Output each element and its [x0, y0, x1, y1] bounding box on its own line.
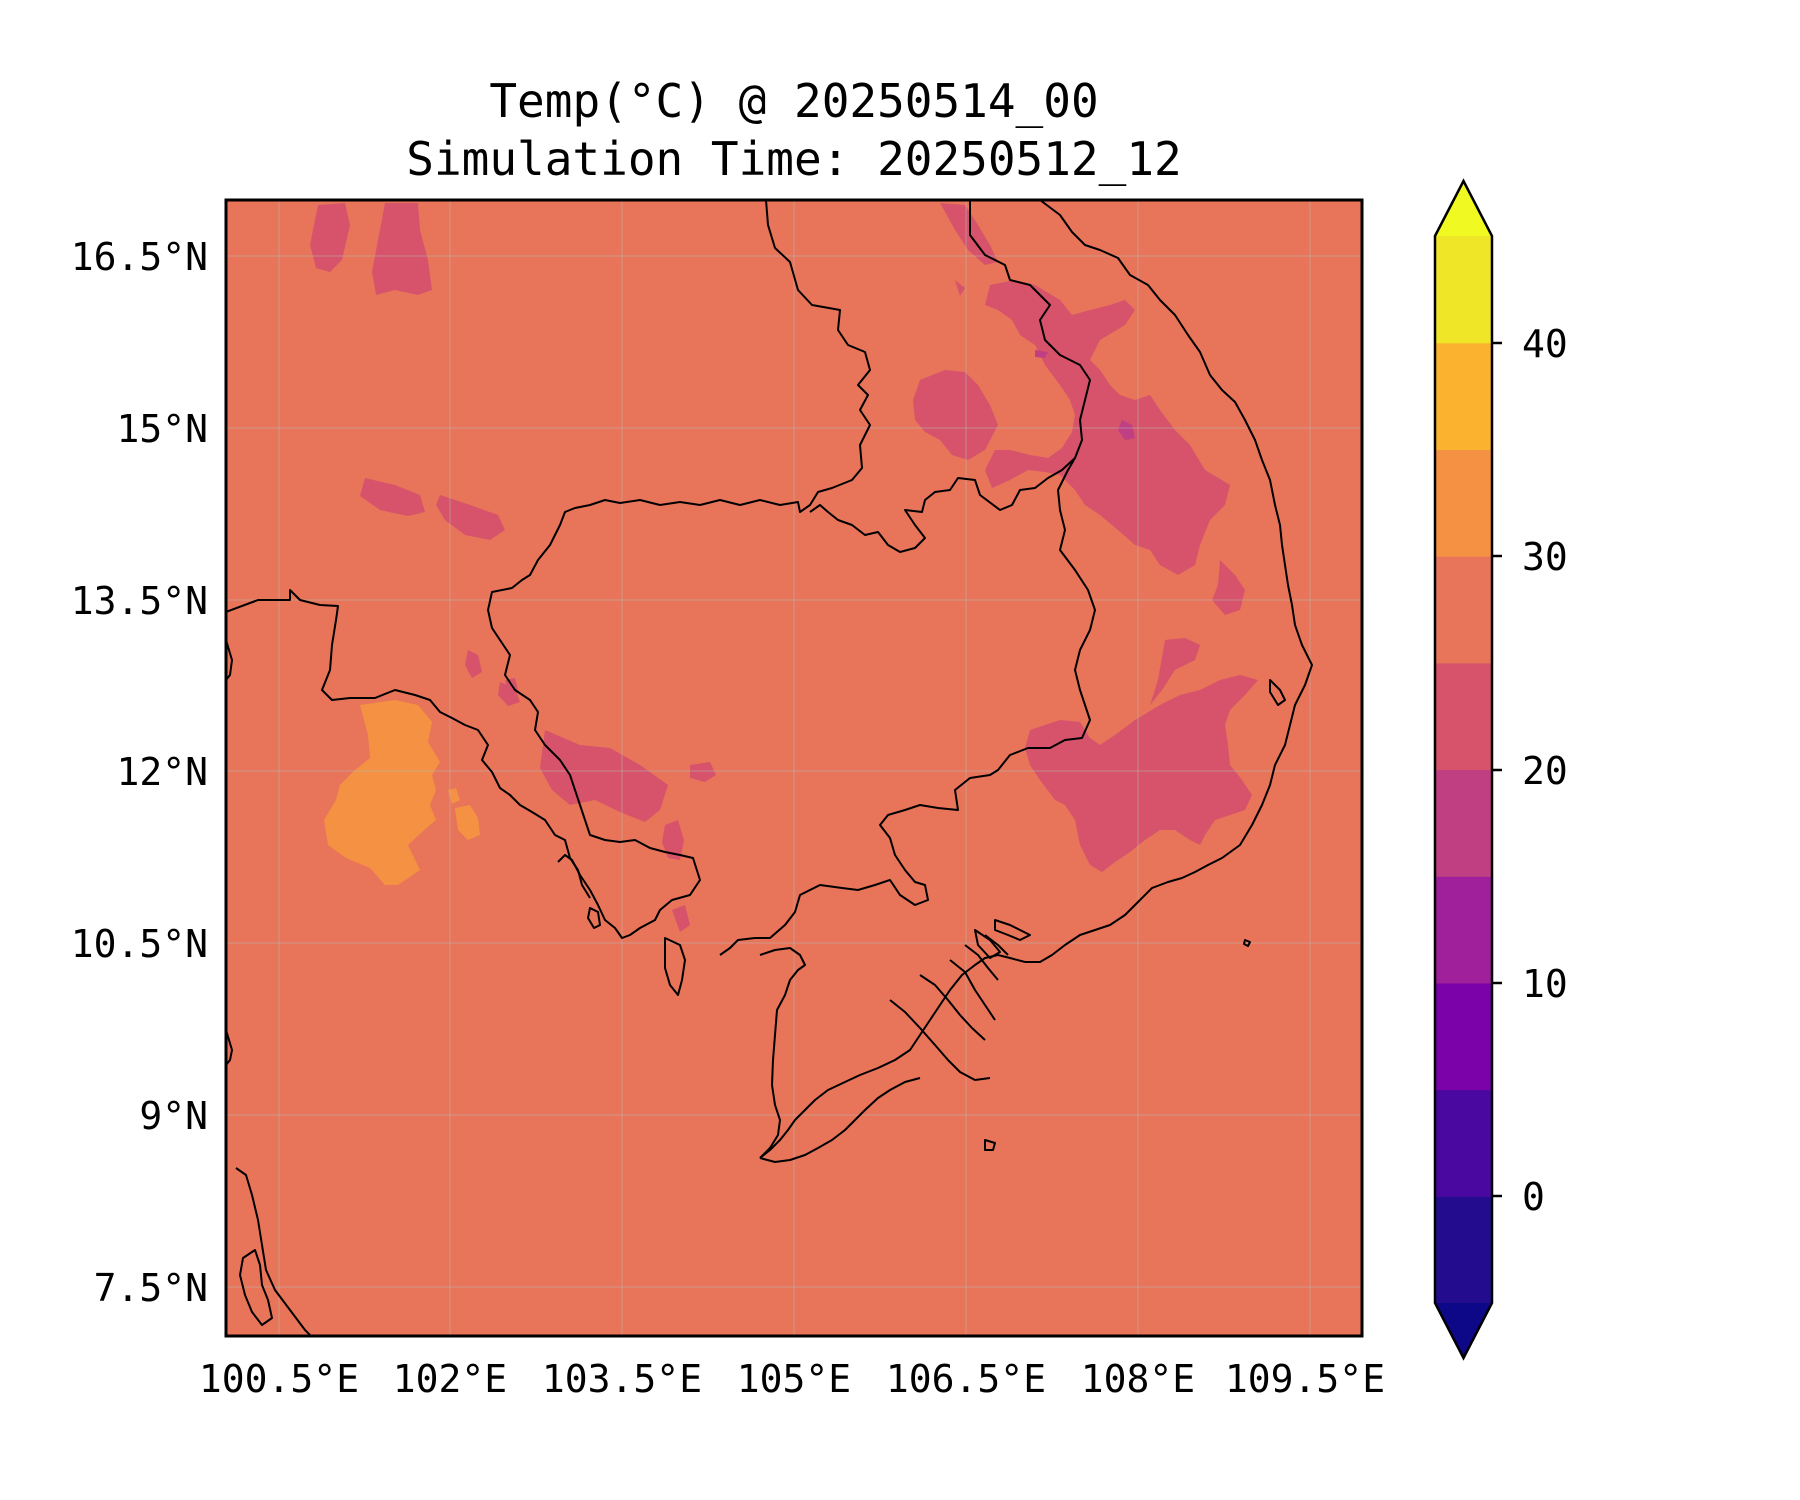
- colorbar-band: [1435, 662, 1492, 771]
- colorbar-ticks: 40 30 20 10 0: [1492, 322, 1568, 1219]
- y-axis: 16.5°N 15°N 13.5°N 12°N 10.5°N 9°N 7.5°N: [71, 235, 208, 1310]
- y-tick-label: 12°N: [116, 750, 208, 794]
- map-frame: [224, 198, 1364, 1338]
- map-title-line2: Simulation Time: 20250512_12: [406, 132, 1182, 186]
- colorbar-outline: [1433, 178, 1494, 1361]
- colorbar-extend-high: [1435, 181, 1492, 236]
- colorbar-tick-label: 30: [1522, 535, 1568, 579]
- colorbar-band: [1435, 876, 1492, 984]
- contour-min-region: [1035, 350, 1048, 358]
- colorbar-tick-label: 10: [1522, 962, 1568, 1006]
- map-title-line1: Temp(°C) @ 20250514_00: [489, 74, 1099, 128]
- contour-warm-islet: [455, 805, 480, 840]
- y-tick-label: 9°N: [139, 1094, 208, 1138]
- coastlines-borders: [226, 200, 1313, 1336]
- colorbar: [1433, 178, 1494, 1361]
- colorbar-band: [1435, 556, 1492, 664]
- contour-warm-islet: [448, 788, 460, 804]
- map-panel: [226, 200, 1362, 1336]
- colorbar-band: [1435, 1196, 1492, 1304]
- x-tick-label: 106.5°E: [886, 1357, 1046, 1401]
- colorbar-band: [1435, 982, 1492, 1091]
- colorbar-band: [1435, 1089, 1492, 1197]
- y-tick-label: 15°N: [116, 407, 208, 451]
- contour-warm-region: [324, 700, 440, 885]
- colorbar-tick-label: 40: [1522, 322, 1568, 366]
- x-axis: 100.5°E 102°E 103.5°E 105°E 106.5°E 108°…: [199, 1357, 1385, 1401]
- y-tick-label: 7.5°N: [94, 1266, 208, 1310]
- y-tick-label: 13.5°N: [71, 579, 208, 623]
- colorbar-tick-label: 20: [1522, 749, 1568, 793]
- x-tick-label: 108°E: [1081, 1357, 1195, 1401]
- contour-min-region: [1118, 420, 1135, 440]
- x-tick-label: 109.5°E: [1225, 1357, 1385, 1401]
- x-tick-label: 102°E: [393, 1357, 507, 1401]
- x-tick-label: 103.5°E: [542, 1357, 702, 1401]
- colorbar-band: [1435, 342, 1492, 450]
- map-gridlines: [226, 200, 1362, 1336]
- colorbar-band: [1435, 236, 1492, 344]
- y-tick-label: 16.5°N: [71, 235, 208, 279]
- x-tick-label: 105°E: [737, 1357, 851, 1401]
- x-tick-label: 100.5°E: [199, 1357, 359, 1401]
- colorbar-tick-label: 0: [1522, 1175, 1545, 1219]
- colorbar-extend-low: [1435, 1303, 1492, 1358]
- y-tick-label: 10.5°N: [71, 922, 208, 966]
- colorbar-band: [1435, 769, 1492, 877]
- colorbar-band: [1435, 449, 1492, 557]
